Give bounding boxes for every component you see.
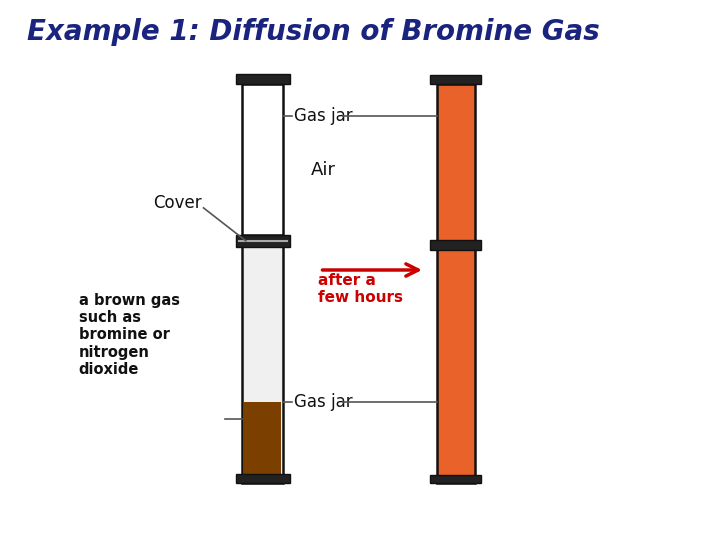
Bar xyxy=(245,402,282,474)
Text: Air: Air xyxy=(311,161,336,179)
Bar xyxy=(235,74,290,84)
Bar xyxy=(431,240,482,250)
Bar xyxy=(243,246,284,483)
Bar xyxy=(431,475,482,483)
Text: Cover: Cover xyxy=(153,193,202,212)
Bar xyxy=(235,235,290,247)
Text: after a
few hours: after a few hours xyxy=(318,273,402,305)
Bar xyxy=(235,474,290,483)
Bar xyxy=(243,84,284,235)
Bar xyxy=(431,75,482,84)
Text: Gas jar: Gas jar xyxy=(294,107,352,125)
Bar xyxy=(437,84,474,483)
Text: a brown gas
such as
bromine or
nitrogen
dioxide: a brown gas such as bromine or nitrogen … xyxy=(78,293,179,377)
Text: Example 1: Diffusion of Bromine Gas: Example 1: Diffusion of Bromine Gas xyxy=(27,18,600,46)
Text: Gas jar: Gas jar xyxy=(294,393,352,411)
